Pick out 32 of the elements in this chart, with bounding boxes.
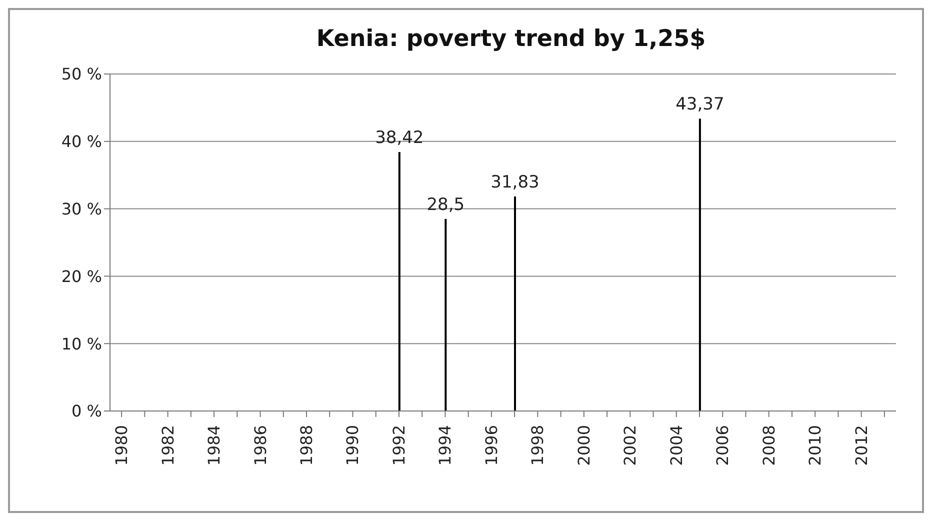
bar — [398, 152, 400, 411]
y-tick-label: 20 % — [61, 266, 102, 286]
data-label: 38,42 — [375, 128, 424, 148]
bar — [444, 218, 447, 411]
y-tick-label: 0 % — [72, 402, 102, 421]
x-tick-label: 2008 — [759, 425, 778, 466]
x-tick-label: 1996 — [482, 425, 501, 466]
y-tick-label: 40 % — [61, 132, 102, 152]
x-tick-label: 2002 — [620, 425, 640, 466]
x-tick-label: 2004 — [666, 425, 686, 466]
y-tick-label: 50 % — [61, 64, 102, 84]
x-tick-label: 1986 — [250, 425, 270, 466]
x-tick-label: 1990 — [343, 425, 362, 466]
data-label: 43,37 — [676, 94, 724, 115]
x-tick-label: 1988 — [297, 425, 316, 466]
data-label: 31,83 — [490, 172, 540, 192]
x-tick-label: 2006 — [713, 425, 732, 466]
x-tick-label: 1982 — [158, 425, 178, 466]
x-tick-label: 2010 — [806, 425, 825, 466]
x-tick-label: 1994 — [436, 425, 455, 466]
x-tick-label: 1998 — [528, 425, 548, 466]
x-tick-label: 1992 — [389, 425, 408, 466]
x-tick-label: 1984 — [204, 425, 224, 466]
x-tick-label: 2012 — [852, 425, 871, 466]
x-tick-label: 2000 — [574, 425, 594, 466]
chart-title: Kenia: poverty trend by 1,25$ — [315, 26, 707, 52]
x-tick-label: 1980 — [112, 425, 132, 466]
y-tick-label: 10 % — [61, 334, 102, 354]
data-label: 28,5 — [426, 194, 465, 215]
bar — [514, 196, 516, 411]
bar — [698, 118, 701, 411]
y-tick-label: 30 % — [61, 199, 102, 218]
